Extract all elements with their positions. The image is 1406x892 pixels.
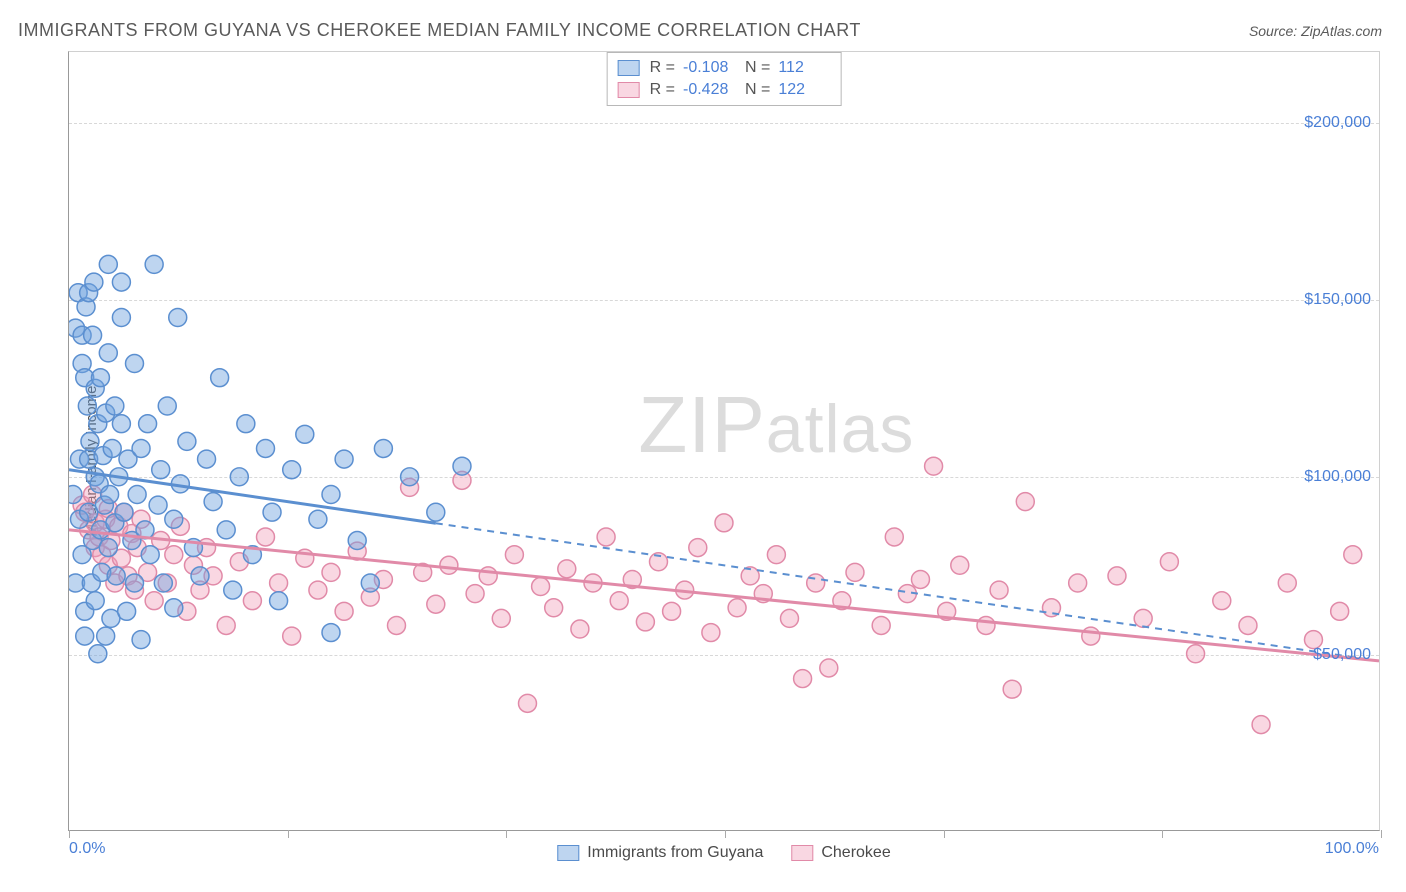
plot-area: ZIPatlas R = -0.108 N = 112 R = -0.428 N… xyxy=(68,51,1380,831)
series-0-swatch-bottom xyxy=(557,845,579,861)
series-0-name: Immigrants from Guyana xyxy=(587,844,763,862)
series-0-r: -0.108 xyxy=(683,59,735,77)
series-0-swatch xyxy=(618,60,640,76)
series-1-swatch-bottom xyxy=(791,845,813,861)
legend-item-0: Immigrants from Guyana xyxy=(557,844,763,862)
x-tick xyxy=(1381,830,1382,838)
chart-header: IMMIGRANTS FROM GUYANA VS CHEROKEE MEDIA… xyxy=(0,0,1406,51)
legend-stats: R = -0.108 N = 112 R = -0.428 N = 122 xyxy=(607,52,842,106)
r-label: R = xyxy=(650,59,675,77)
series-1-n: 122 xyxy=(778,81,830,99)
y-tick-label: $200,000 xyxy=(1304,114,1371,132)
legend-stats-row-1: R = -0.428 N = 122 xyxy=(618,79,831,101)
series-1-swatch xyxy=(618,82,640,98)
legend-stats-row-0: R = -0.108 N = 112 xyxy=(618,57,831,79)
chart-title: IMMIGRANTS FROM GUYANA VS CHEROKEE MEDIA… xyxy=(18,20,861,41)
y-tick-label: $50,000 xyxy=(1313,646,1371,664)
x-tick xyxy=(944,830,945,838)
source-name: ZipAtlas.com xyxy=(1301,23,1382,39)
x-tick xyxy=(288,830,289,838)
x-tick xyxy=(69,830,70,838)
x-tick-label-start: 0.0% xyxy=(69,840,105,858)
r-label: R = xyxy=(650,81,675,99)
x-tick xyxy=(506,830,507,838)
chart-source: Source: ZipAtlas.com xyxy=(1249,23,1382,39)
x-tick xyxy=(1162,830,1163,838)
x-tick xyxy=(725,830,726,838)
legend-series: Immigrants from Guyana Cherokee xyxy=(557,844,890,862)
series-1-name: Cherokee xyxy=(821,844,890,862)
source-prefix: Source: xyxy=(1249,23,1301,39)
series-1-r: -0.428 xyxy=(683,81,735,99)
y-tick-label: $100,000 xyxy=(1304,468,1371,486)
y-tick-label: $150,000 xyxy=(1304,291,1371,309)
series-0-n: 112 xyxy=(778,59,830,77)
legend-item-1: Cherokee xyxy=(791,844,890,862)
x-tick-label-end: 100.0% xyxy=(1325,840,1379,858)
chart-area: Median Family Income ZIPatlas R = -0.108… xyxy=(18,51,1388,871)
scatter-svg xyxy=(69,52,1379,831)
n-label: N = xyxy=(745,59,770,77)
n-label: N = xyxy=(745,81,770,99)
